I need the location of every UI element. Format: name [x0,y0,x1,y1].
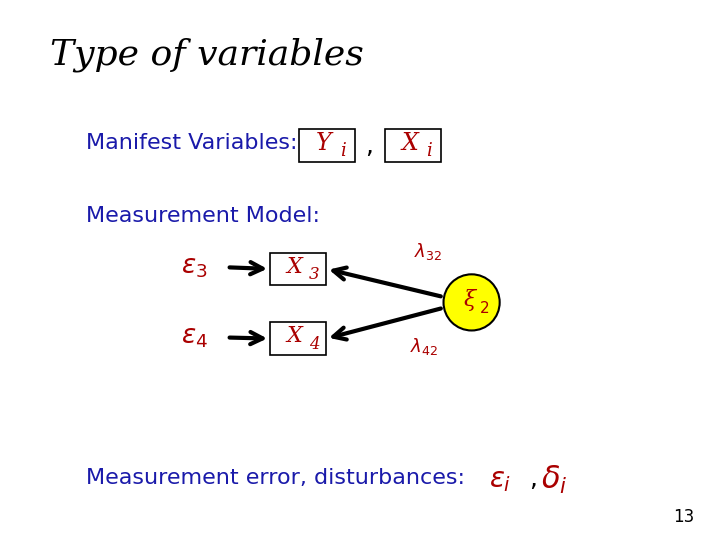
FancyBboxPatch shape [299,129,355,162]
Text: Y: Y [315,132,331,154]
FancyBboxPatch shape [270,322,326,355]
Text: $\varepsilon_4$: $\varepsilon_4$ [181,325,208,350]
Text: 2: 2 [480,301,490,316]
Text: Manifest Variables:: Manifest Variables: [86,133,298,153]
Text: i: i [426,142,432,160]
Text: ξ: ξ [463,289,476,311]
Text: ,: , [358,134,374,158]
Text: $\delta_i$: $\delta_i$ [541,463,567,496]
Text: 4: 4 [309,336,319,353]
Text: X: X [287,326,302,347]
Text: 13: 13 [673,509,695,526]
Text: $\varepsilon_i$: $\varepsilon_i$ [489,465,512,494]
Text: Measurement error, disturbances:: Measurement error, disturbances: [86,468,465,488]
Text: Measurement Model:: Measurement Model: [86,206,320,226]
Text: 3: 3 [309,266,319,284]
Text: $\lambda_{42}$: $\lambda_{42}$ [410,336,438,357]
Text: $\lambda_{32}$: $\lambda_{32}$ [414,241,442,261]
Text: ,: , [528,467,537,491]
Text: $\varepsilon_3$: $\varepsilon_3$ [181,254,207,280]
Text: X: X [401,132,418,154]
Ellipse shape [444,274,500,330]
FancyBboxPatch shape [270,253,326,285]
Text: Type of variables: Type of variables [50,38,364,72]
Text: X: X [287,256,302,278]
FancyBboxPatch shape [385,129,441,162]
Text: i: i [340,142,346,160]
